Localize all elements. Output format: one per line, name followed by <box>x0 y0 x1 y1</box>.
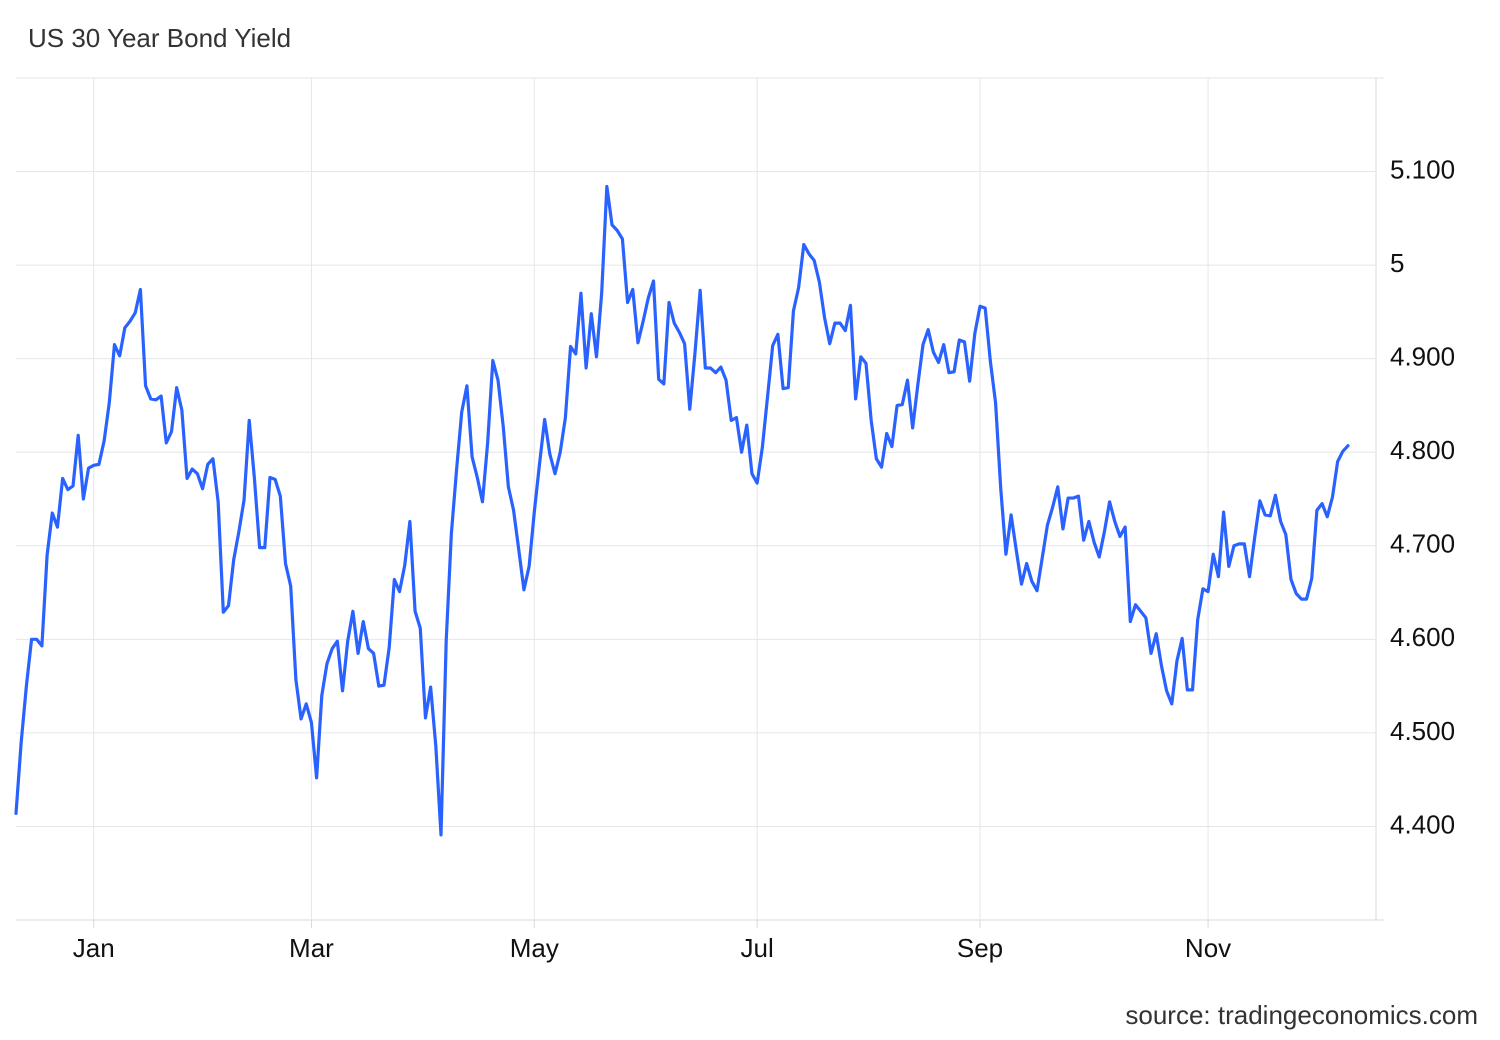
data-line <box>14 184 1350 837</box>
chart-title: US 30 Year Bond Yield <box>28 23 291 53</box>
y-tick-label: 4.900 <box>1390 342 1455 372</box>
y-tick-label: 5 <box>1390 248 1404 278</box>
y-tick-label: 4.800 <box>1390 435 1455 465</box>
x-tick-label: Mar <box>289 933 334 963</box>
source-note: source: tradingeconomics.com <box>1125 1000 1478 1030</box>
x-tick-label: Jan <box>73 933 115 963</box>
y-tick-label: 5.100 <box>1390 154 1455 184</box>
y-tick-label: 4.400 <box>1390 809 1455 839</box>
x-tick-label: May <box>510 933 559 963</box>
y-tick-label: 4.500 <box>1390 716 1455 746</box>
x-tick-label: Nov <box>1185 933 1231 963</box>
x-tick-label: Sep <box>957 933 1003 963</box>
y-tick-label: 4.600 <box>1390 622 1455 652</box>
y-tick-label: 4.700 <box>1390 529 1455 559</box>
x-tick-label: Jul <box>741 933 774 963</box>
